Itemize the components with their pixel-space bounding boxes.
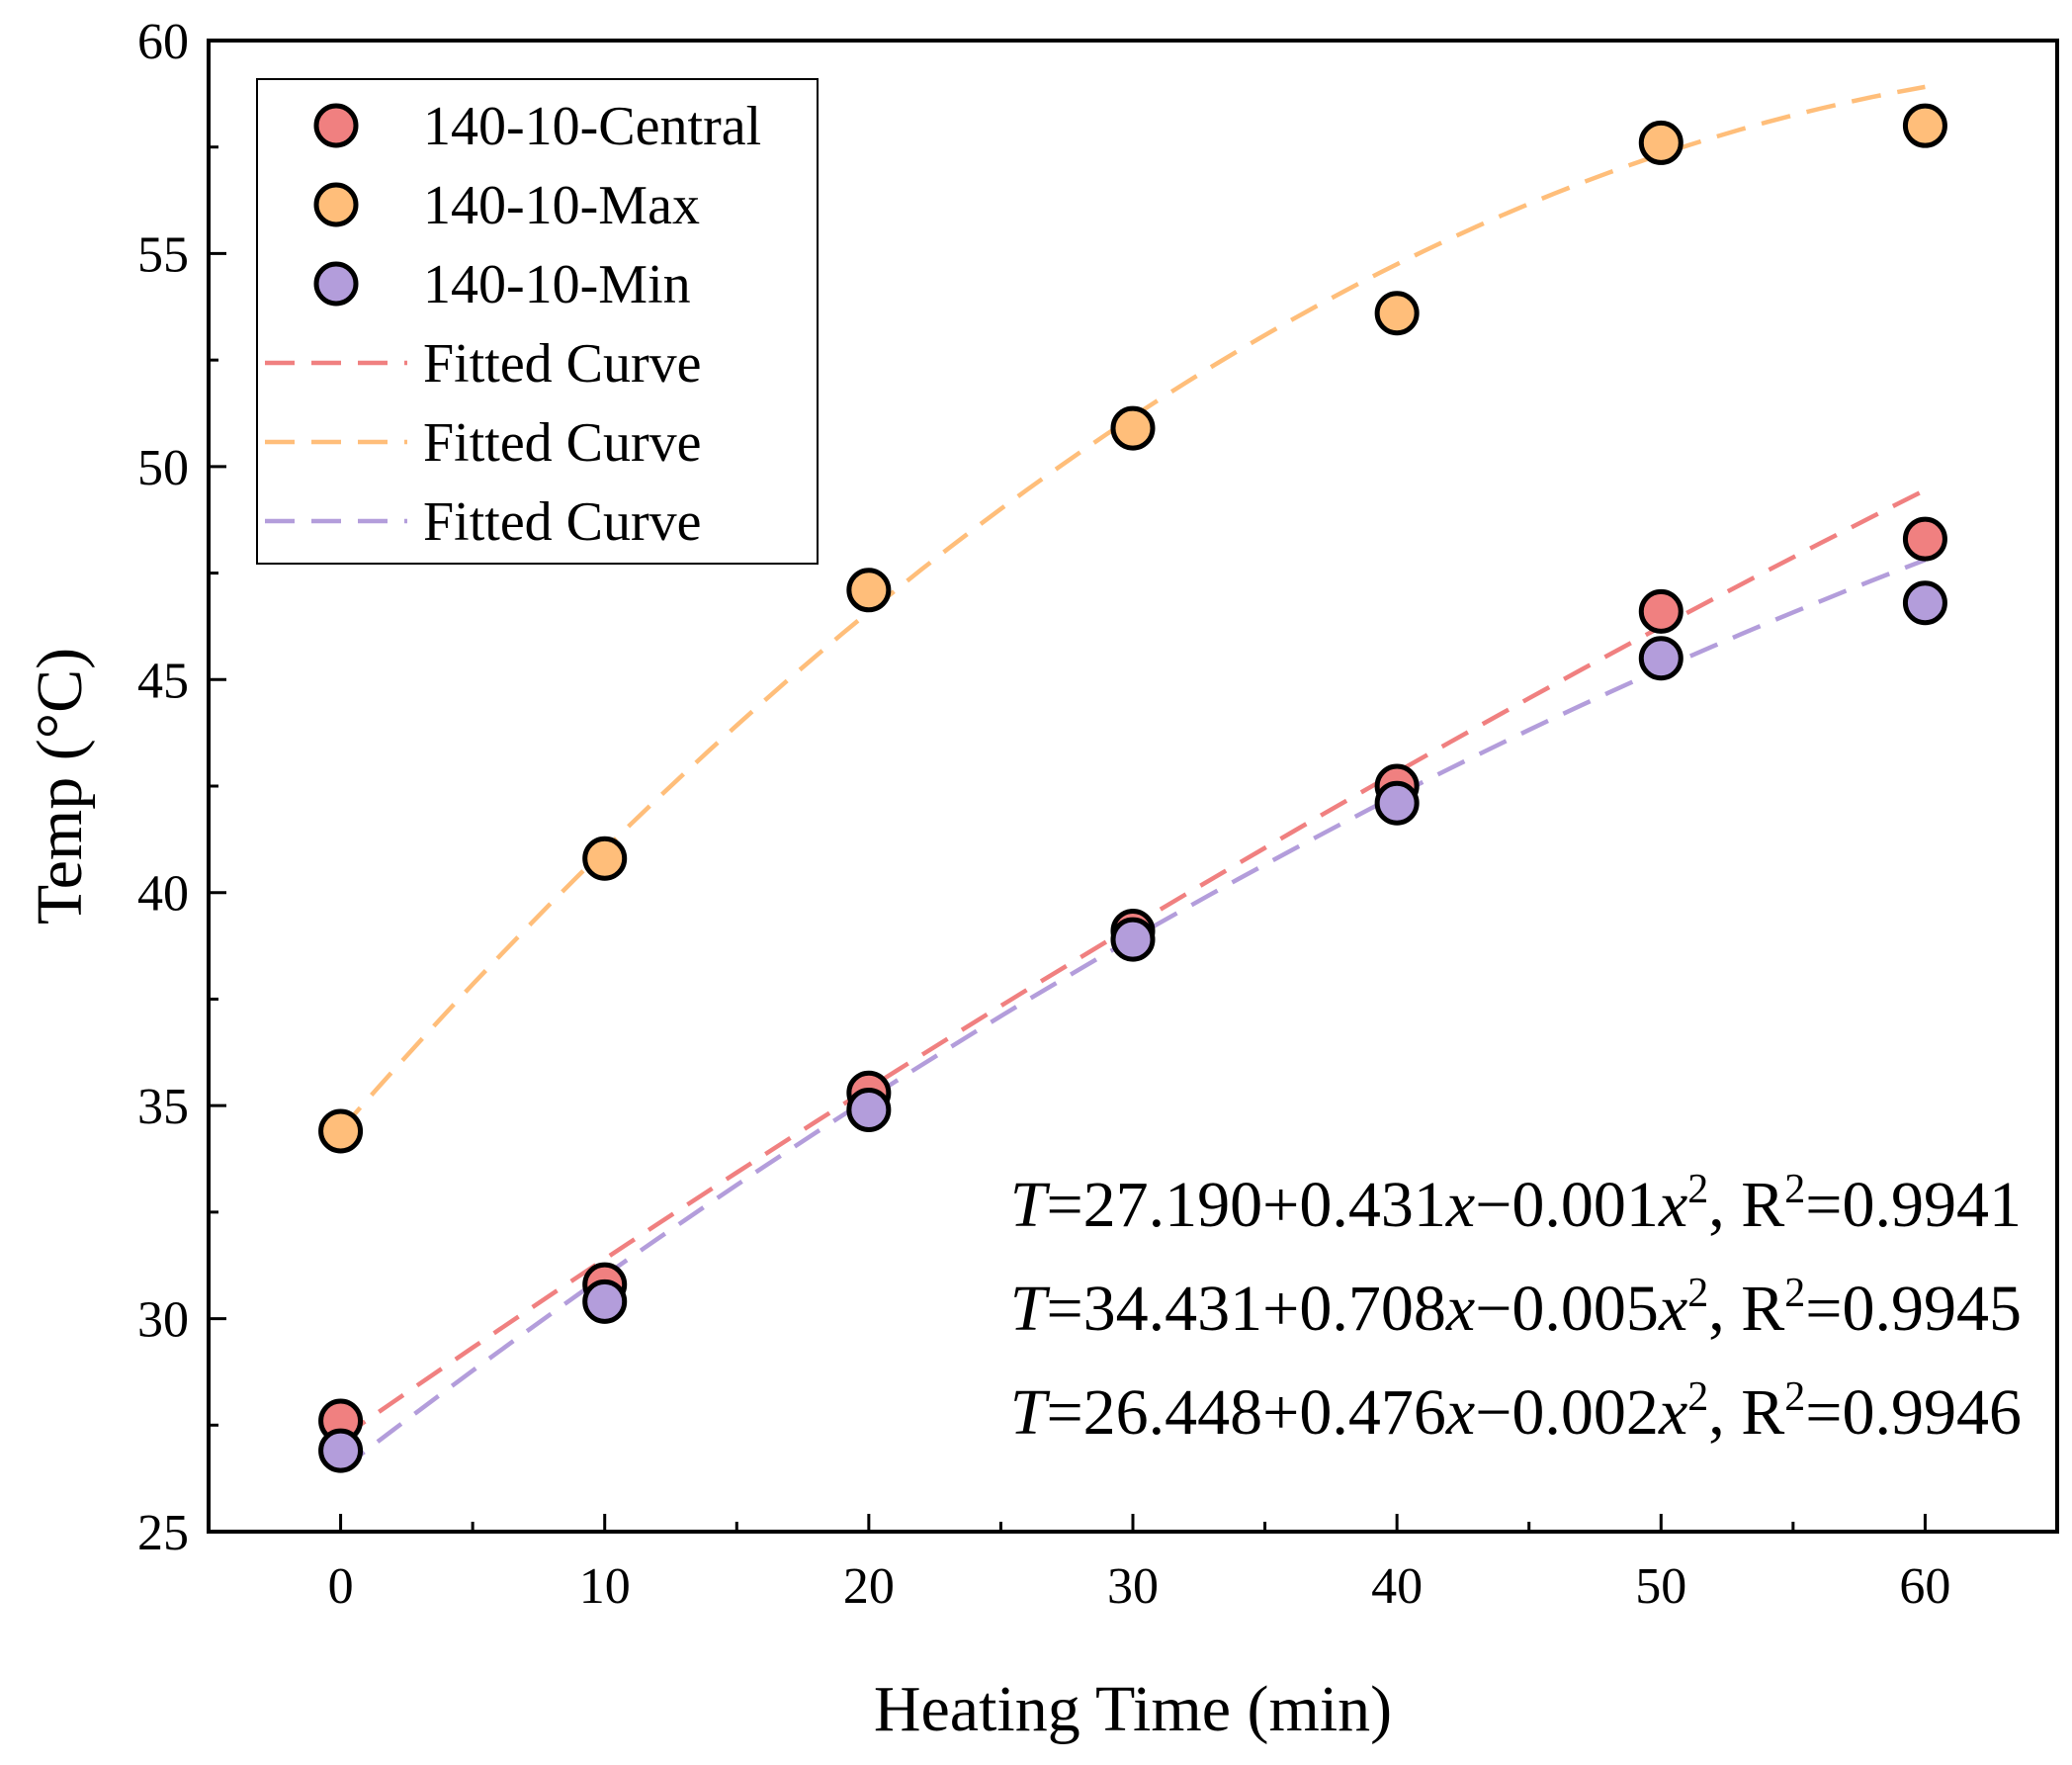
point-140-10-central	[1638, 588, 1684, 634]
equation-part: x	[1445, 1273, 1475, 1345]
point-140-10-max	[1110, 405, 1156, 451]
equation-part: 2	[1687, 1271, 1708, 1316]
point-140-10-max	[318, 1108, 364, 1154]
equation-part: , R	[1708, 1273, 1784, 1345]
point-140-10-min	[1110, 917, 1156, 962]
axis-ticks: 0 10 20 30 40 50 60 25 30 35 40 45 50 55 60	[137, 14, 2059, 1615]
legend: 140-10-Central 140-10-Max 140-10-Min Fitted…	[256, 78, 819, 565]
equation-part: , R	[1708, 1376, 1784, 1449]
point-140-10-min	[1638, 636, 1684, 681]
fit-equation: T=26.448+0.476x−0.002x2, R2=0.9946	[1010, 1374, 2022, 1449]
equation-part: =26.448+0.476	[1046, 1376, 1445, 1449]
point-140-10-min	[1374, 780, 1420, 826]
y-tick-label: 25	[137, 1505, 189, 1561]
equation-part: =34.431+0.708	[1046, 1273, 1445, 1345]
equation-part: 2	[1687, 1167, 1708, 1212]
equation-part: , R	[1708, 1169, 1784, 1241]
point-140-10-max	[582, 836, 628, 881]
equation-part: T	[1010, 1273, 1051, 1345]
legend-label: 140-10-Central	[423, 96, 761, 157]
equation-part: −0.005	[1475, 1273, 1659, 1345]
y-tick-label: 55	[137, 226, 189, 283]
legend-marker-140-10-central	[313, 103, 359, 148]
equation-part: 2	[1784, 1271, 1805, 1316]
point-140-10-min	[582, 1279, 628, 1324]
point-140-10-min	[1902, 580, 1947, 626]
equation-part: −0.002	[1475, 1376, 1659, 1449]
x-tick-label: 20	[843, 1558, 895, 1615]
fit-equation: T=34.431+0.708x−0.005x2, R2=0.9945	[1010, 1271, 2022, 1345]
legend-marker-140-10-min	[313, 261, 359, 307]
legend-box	[256, 78, 819, 565]
x-axis-title: Heating Time (min)	[874, 1673, 1392, 1745]
x-tick-label: 30	[1107, 1558, 1159, 1615]
legend-label: Fitted Curve	[423, 333, 702, 395]
y-tick-label: 60	[137, 14, 189, 70]
y-tick-label: 45	[137, 653, 189, 709]
point-140-10-max	[1374, 291, 1420, 336]
equation-part: x	[1445, 1169, 1475, 1241]
equation-part: T	[1010, 1376, 1051, 1449]
equation-part: T	[1010, 1169, 1051, 1241]
fit-equation: T=27.190+0.431x−0.001x2, R2=0.9941	[1010, 1167, 2022, 1241]
point-140-10-max	[1902, 103, 1947, 148]
y-axis-title: Temp (°C)	[24, 648, 96, 925]
equation-part: =27.190+0.431	[1046, 1169, 1445, 1241]
legend-label: Fitted Curve	[423, 412, 702, 474]
equation-part: x	[1658, 1273, 1687, 1345]
point-140-10-max	[846, 568, 892, 613]
x-tick-label: 10	[579, 1558, 631, 1615]
point-140-10-max	[1638, 120, 1684, 165]
point-140-10-min	[318, 1428, 364, 1473]
point-140-10-central	[1902, 516, 1947, 562]
y-tick-label: 50	[137, 440, 189, 496]
x-tick-label: 0	[328, 1558, 354, 1615]
equation-part: =0.9941	[1805, 1169, 2022, 1241]
y-tick-label: 35	[137, 1079, 189, 1135]
equation-part: x	[1658, 1169, 1687, 1241]
equation-part: x	[1658, 1376, 1687, 1449]
equation-part: 2	[1687, 1374, 1708, 1420]
legend-marker-140-10-max	[313, 182, 359, 227]
equation-part: 2	[1784, 1167, 1805, 1212]
point-140-10-min	[846, 1087, 892, 1132]
x-tick-label: 60	[1899, 1558, 1950, 1615]
y-tick-label: 30	[137, 1292, 189, 1349]
legend-label: 140-10-Min	[423, 254, 691, 315]
equation-part: x	[1445, 1376, 1475, 1449]
x-tick-label: 40	[1371, 1558, 1423, 1615]
equation-part: =0.9946	[1805, 1376, 2022, 1449]
data-points	[318, 103, 1947, 1473]
x-tick-label: 50	[1635, 1558, 1686, 1615]
fit-equations: T=27.190+0.431x−0.001x2, R2=0.9941T=34.4…	[1010, 1167, 2022, 1449]
legend-label: Fitted Curve	[423, 491, 702, 553]
equation-part: −0.001	[1475, 1169, 1659, 1241]
equation-part: 2	[1784, 1374, 1805, 1420]
legend-label: 140-10-Max	[423, 175, 700, 236]
y-tick-label: 40	[137, 866, 189, 923]
equation-part: =0.9945	[1805, 1273, 2022, 1345]
